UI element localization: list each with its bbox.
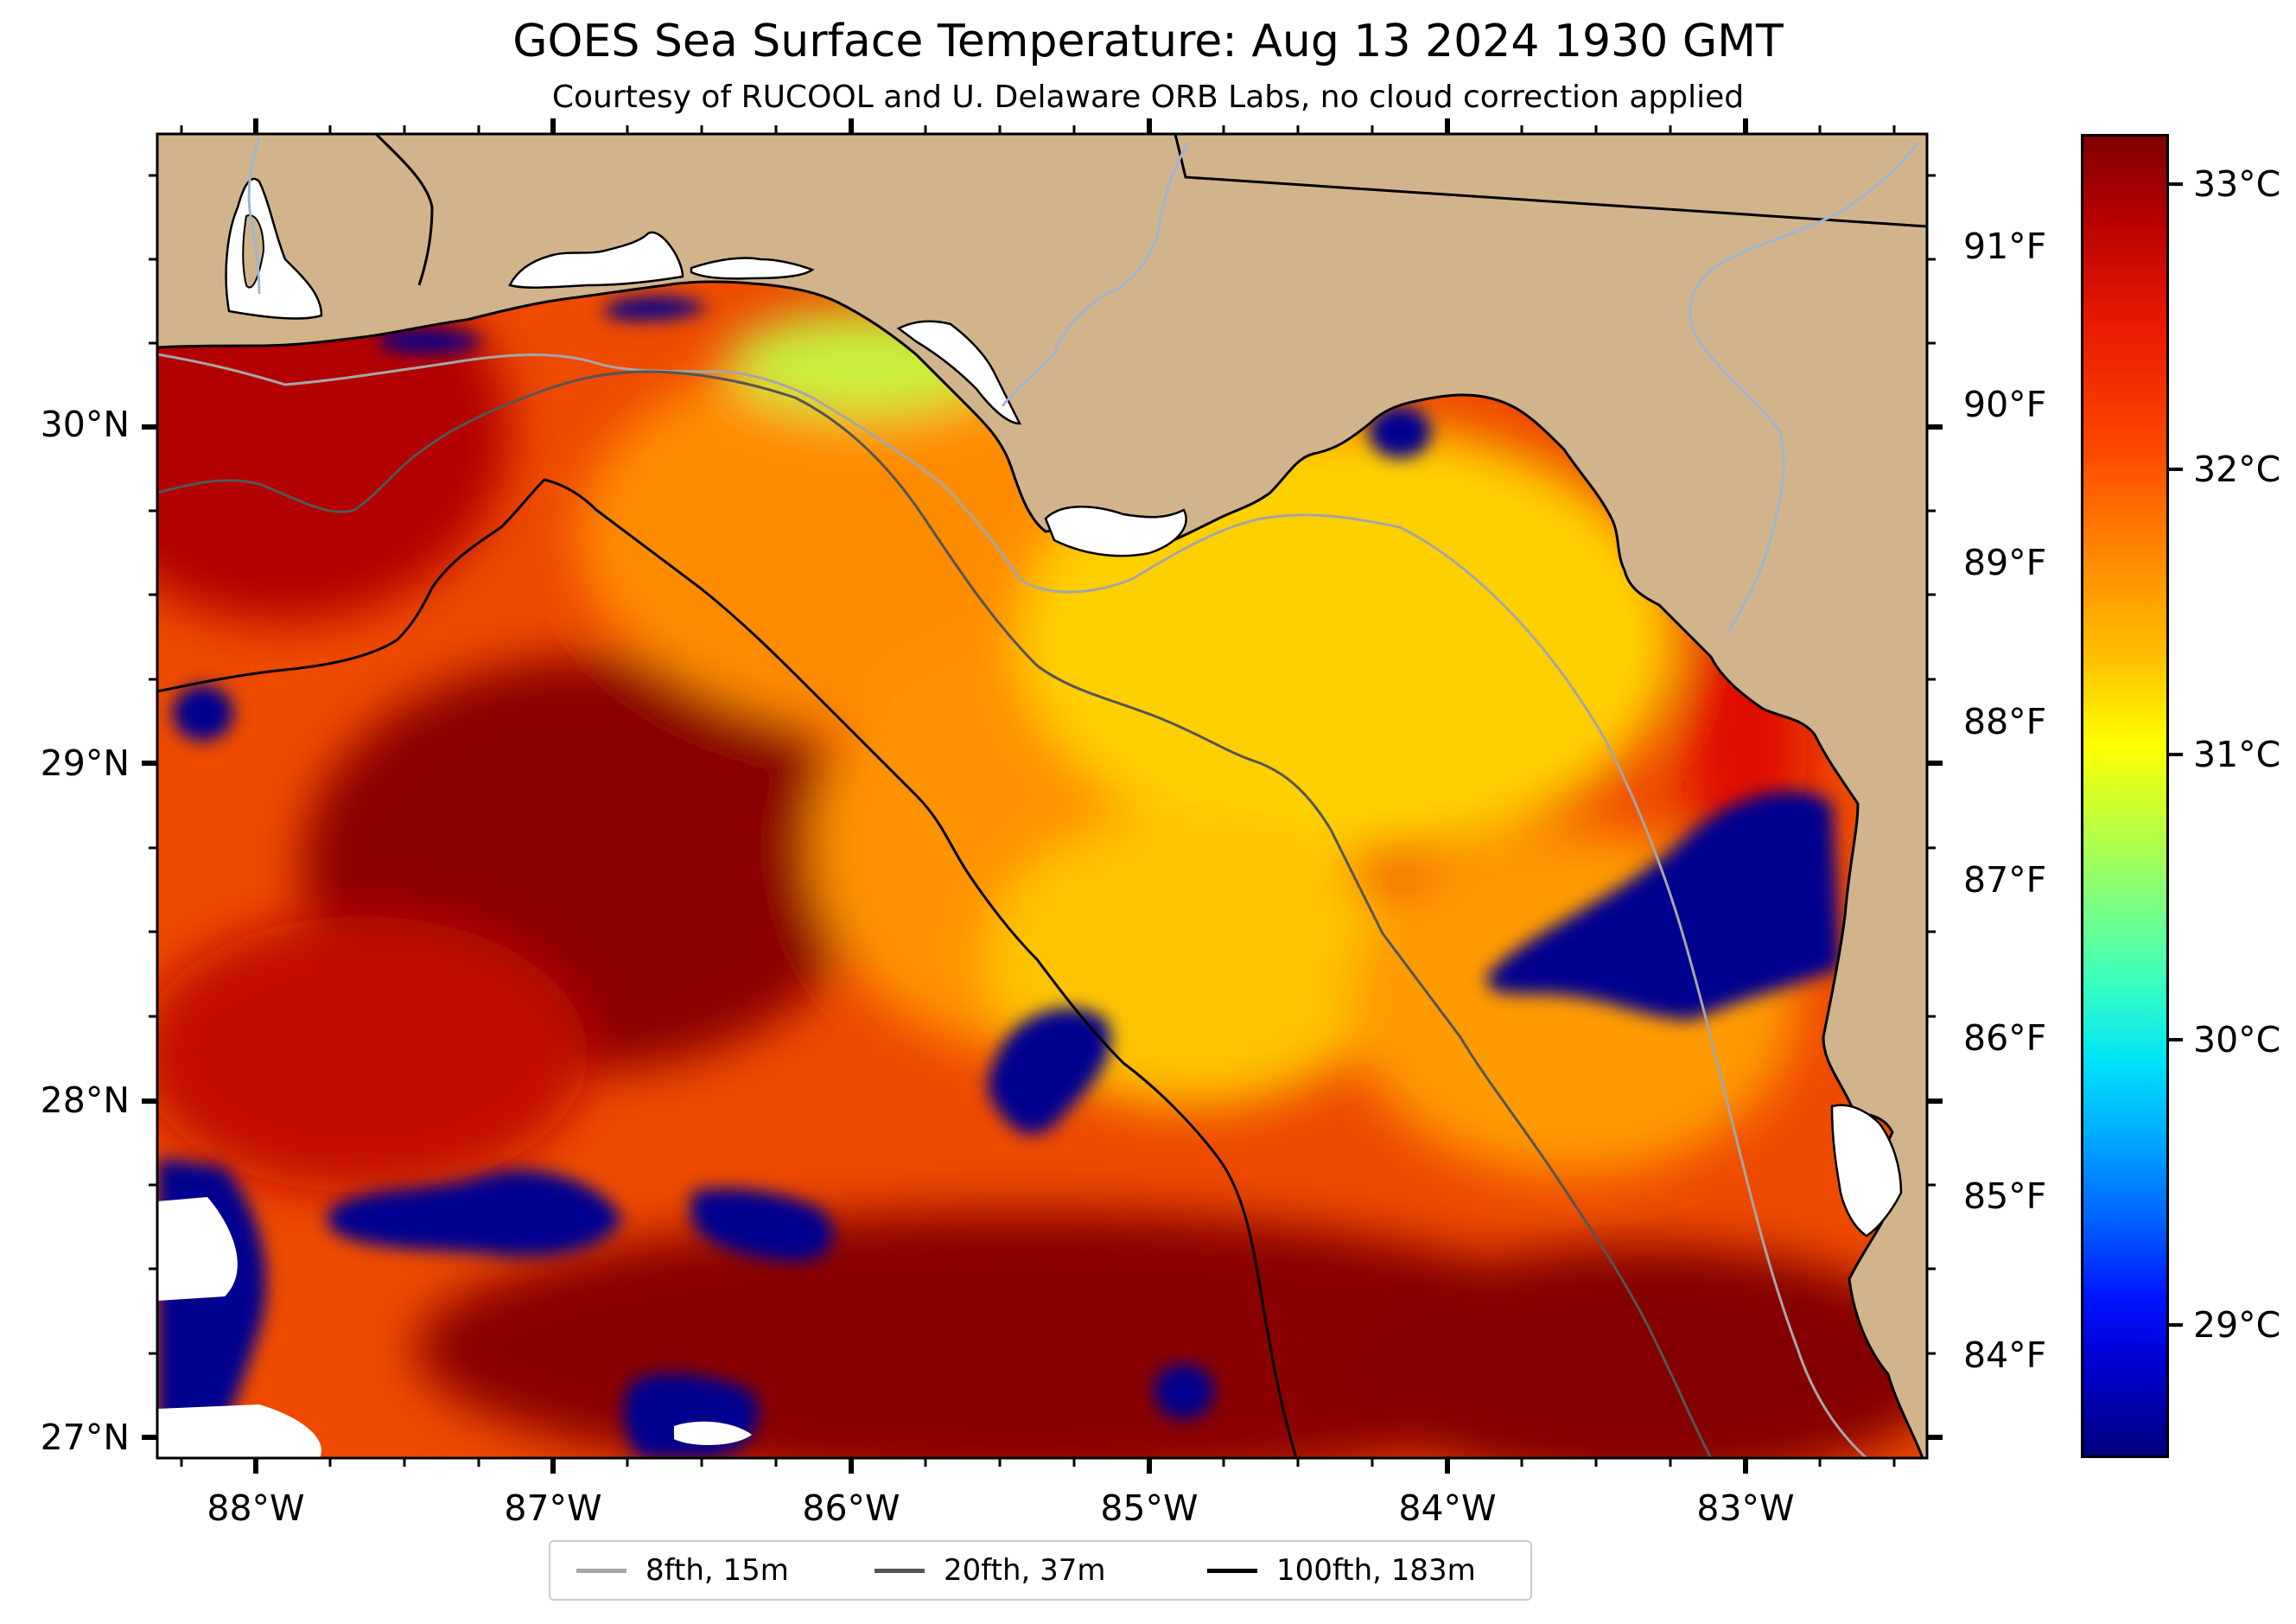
contour-100fth [157, 478, 1298, 1458]
apalachicola-bay [1044, 506, 1187, 557]
f-label-85: 85°F [1963, 1175, 2047, 1217]
legend-item-8fth: 8fth, 15m [576, 1542, 789, 1599]
nodata-south-small [674, 1421, 752, 1445]
legend-label-8fth: 8fth, 15m [646, 1553, 789, 1588]
cold-patch-south-small [1154, 1364, 1214, 1419]
lon-label-88w: 88°W [207, 1487, 305, 1529]
legend-swatch-8fth [576, 1568, 626, 1573]
lon-label-84w: 84°W [1398, 1487, 1497, 1529]
contour-20fth [157, 370, 1713, 1458]
c-label-32: 32°C [2193, 449, 2281, 490]
map-title: GOES Sea Surface Temperature: Aug 13 202… [512, 16, 1784, 67]
c-label-33: 33°C [2193, 163, 2281, 205]
cold-patch-west-small [173, 685, 233, 741]
coast-border-west [374, 134, 434, 286]
depth-legend: 8fth, 15m 20fth, 37m 100fth, 183m [549, 1540, 1532, 1601]
st-andrew-bay [690, 257, 815, 280]
temperature-colorbar [2081, 134, 2169, 1458]
cold-patch-southwest-2 [691, 1188, 834, 1262]
colorbar-ticks [2169, 182, 2183, 1327]
nodata-southwest-bottom [157, 1404, 321, 1458]
f-label-90: 90°F [1963, 384, 2047, 425]
warm-corner-southeast [1331, 1245, 1927, 1458]
legend-item-100fth: 100fth, 183m [1207, 1542, 1476, 1599]
legend-label-20fth: 20fth, 37m [944, 1553, 1106, 1588]
lat-ticks [142, 424, 1943, 1440]
legend-label-100fth: 100fth, 183m [1276, 1553, 1476, 1588]
tampa-bay [1830, 1104, 1903, 1238]
cold-patch-south [623, 1373, 759, 1458]
cold-patch-bigbend [1486, 791, 1841, 1020]
river-3 [247, 137, 261, 295]
legend-item-20fth: 20fth, 37m [875, 1542, 1106, 1599]
st-joe-bay [896, 320, 1022, 425]
lon-label-83w: 83°W [1696, 1487, 1795, 1529]
lat-label-29n: 29°N [40, 742, 130, 784]
lon-ticks [253, 118, 1748, 1474]
f-label-89: 89°F [1963, 542, 2047, 583]
c-label-31: 31°C [2193, 734, 2281, 775]
nodata-southwest [157, 1197, 238, 1301]
lat-label-30n: 30°N [40, 404, 130, 445]
lon-label-86w: 86°W [802, 1487, 900, 1529]
cold-patch-coast-west [380, 330, 484, 353]
map-subtitle: Courtesy of RUCOOL and U. Delaware ORB L… [551, 80, 1745, 115]
cold-patch-southwest-1 [328, 1169, 622, 1257]
cold-patch-central [988, 1008, 1111, 1135]
legend-swatch-100fth [1207, 1568, 1257, 1573]
c-label-30: 30°C [2193, 1019, 2281, 1060]
f-label-91: 91°F [1963, 226, 2047, 267]
contour-8fth [157, 353, 1868, 1458]
c-label-29: 29°C [2193, 1304, 2281, 1346]
f-label-87: 87°F [1963, 859, 2047, 901]
river-1 [1001, 142, 1190, 407]
lon-label-85w: 85°W [1100, 1487, 1199, 1529]
choctawhatchee-bay [508, 231, 684, 289]
minor-ticks [149, 125, 1936, 1467]
f-label-88: 88°F [1963, 701, 2047, 742]
lat-label-28n: 28°N [40, 1079, 130, 1121]
warm-patch-southwest [157, 916, 588, 1193]
f-label-86: 86°F [1963, 1017, 2047, 1059]
map-frame [156, 132, 1929, 1460]
f-label-84: 84°F [1963, 1334, 2047, 1376]
cold-patch-applachicola [1369, 406, 1431, 458]
cold-patch-coast-nw [605, 296, 709, 321]
state-border [1173, 134, 1927, 228]
river-2 [1689, 142, 1920, 632]
lon-label-87w: 87°W [504, 1487, 602, 1529]
lat-label-27n: 27°N [40, 1417, 130, 1458]
land-area [157, 134, 1927, 1458]
legend-swatch-20fth [875, 1568, 925, 1573]
